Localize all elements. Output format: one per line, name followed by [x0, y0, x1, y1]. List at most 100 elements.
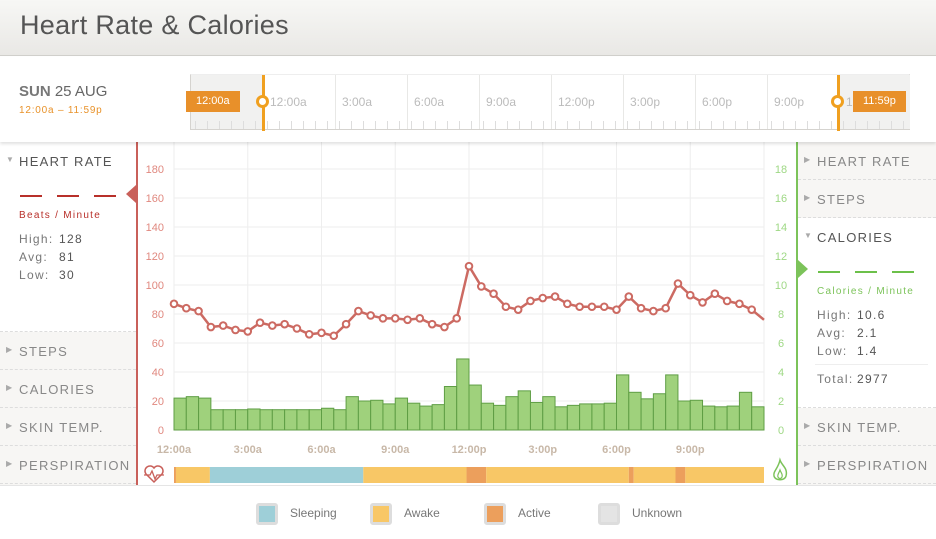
heart-rate-point[interactable]: [563, 299, 572, 309]
heart-rate-point[interactable]: [538, 293, 548, 303]
calorie-bar[interactable]: [259, 409, 273, 431]
calorie-bar[interactable]: [308, 409, 322, 431]
calorie-bar[interactable]: [517, 390, 531, 431]
heart-rate-point[interactable]: [304, 330, 314, 339]
calorie-bar[interactable]: [394, 397, 409, 431]
heart-rate-point[interactable]: [624, 292, 634, 301]
heart-rate-point[interactable]: [587, 302, 597, 312]
calorie-bar[interactable]: [640, 398, 654, 431]
heart-rate-point[interactable]: [354, 306, 363, 316]
section-skin-temp[interactable]: ▶ SKIN TEMP.: [798, 408, 936, 446]
section-calories[interactable]: ▼ CALORIES Calories / Minute High: 10.6 Avg: 2…: [798, 218, 936, 408]
heart-rate-point[interactable]: [268, 321, 277, 330]
heart-rate-point[interactable]: [575, 302, 584, 312]
calorie-bar[interactable]: [542, 396, 556, 431]
calorie-bar[interactable]: [321, 407, 335, 431]
heart-rate-point[interactable]: [218, 321, 228, 330]
heart-rate-point[interactable]: [378, 314, 388, 323]
heart-rate-point[interactable]: [698, 298, 707, 307]
calorie-bar[interactable]: [616, 374, 630, 431]
heart-rate-point[interactable]: [735, 299, 744, 309]
calorie-bar[interactable]: [738, 391, 753, 431]
calorie-bar[interactable]: [628, 391, 642, 431]
calorie-bar[interactable]: [579, 403, 593, 431]
section-heart-rate[interactable]: ▶ HEART RATE: [798, 142, 936, 180]
calorie-bar[interactable]: [345, 396, 359, 431]
heart-rate-point[interactable]: [341, 319, 351, 329]
heart-rate-point[interactable]: [489, 289, 498, 298]
heart-rate-point[interactable]: [599, 302, 609, 312]
calorie-bar[interactable]: [357, 400, 372, 431]
calorie-bar[interactable]: [370, 399, 384, 431]
heart-rate-point[interactable]: [169, 299, 179, 309]
calorie-bar[interactable]: [603, 402, 618, 431]
calorie-bar[interactable]: [493, 404, 507, 431]
heart-rate-point[interactable]: [280, 319, 289, 329]
heart-rate-point[interactable]: [255, 318, 265, 327]
calorie-bar[interactable]: [702, 405, 716, 431]
heart-rate-point[interactable]: [476, 282, 486, 291]
heart-rate-point[interactable]: [440, 322, 449, 332]
heart-rate-point[interactable]: [427, 319, 437, 329]
calorie-bar[interactable]: [333, 409, 347, 431]
heart-rate-point[interactable]: [710, 289, 720, 298]
heart-rate-point[interactable]: [231, 325, 240, 335]
calorie-bar[interactable]: [431, 404, 445, 431]
start-knob[interactable]: [256, 95, 269, 108]
section-steps[interactable]: ▶ STEPS: [798, 180, 936, 218]
section-calories[interactable]: ▶ CALORIES: [0, 370, 136, 408]
calorie-bar[interactable]: [665, 374, 679, 431]
calorie-bar[interactable]: [652, 393, 667, 431]
heart-rate-point[interactable]: [612, 305, 621, 314]
calorie-bar[interactable]: [505, 396, 519, 431]
calorie-bar[interactable]: [296, 409, 310, 431]
end-knob[interactable]: [831, 95, 844, 108]
heart-rate-point[interactable]: [317, 328, 326, 338]
heart-rate-point[interactable]: [636, 303, 646, 313]
heart-rate-point[interactable]: [722, 296, 732, 306]
calorie-bar[interactable]: [689, 399, 704, 431]
heart-rate-point[interactable]: [513, 305, 523, 314]
calorie-bar[interactable]: [222, 409, 236, 431]
heart-rate-point[interactable]: [292, 324, 302, 333]
calorie-bar[interactable]: [407, 402, 421, 431]
calorie-bar[interactable]: [529, 401, 544, 431]
calorie-bar[interactable]: [419, 405, 433, 431]
end-time-flag[interactable]: 11:59p: [853, 91, 906, 112]
heart-rate-point[interactable]: [329, 331, 339, 341]
heart-rate-point[interactable]: [206, 322, 216, 332]
heart-rate-point[interactable]: [526, 296, 535, 306]
calorie-bar[interactable]: [271, 409, 286, 431]
heart-rate-point[interactable]: [194, 306, 203, 316]
calorie-bar[interactable]: [480, 402, 495, 431]
calorie-bar[interactable]: [247, 408, 261, 431]
heart-rate-point[interactable]: [452, 314, 462, 323]
calorie-bar[interactable]: [726, 405, 740, 431]
heart-rate-point[interactable]: [464, 261, 474, 271]
calorie-bar[interactable]: [468, 384, 482, 431]
calorie-bar[interactable]: [456, 358, 470, 431]
timeline-scrubber[interactable]: 12:00a 3:00a 6:00a 9:00a 12:00p 3:00p 6:00p 9:0…: [186, 74, 910, 131]
calorie-bar[interactable]: [714, 406, 728, 431]
calorie-bar[interactable]: [554, 406, 568, 431]
calorie-bar[interactable]: [173, 397, 187, 431]
calorie-bar[interactable]: [234, 409, 249, 431]
heart-rate-point[interactable]: [661, 303, 670, 313]
heart-rate-point[interactable]: [501, 302, 511, 312]
heart-rate-point[interactable]: [649, 306, 658, 316]
heart-rate-point[interactable]: [550, 292, 560, 301]
heart-rate-point[interactable]: [747, 305, 757, 314]
calorie-bar[interactable]: [443, 386, 458, 431]
calorie-bar[interactable]: [185, 396, 200, 431]
calorie-bar[interactable]: [284, 409, 298, 431]
heart-rate-point[interactable]: [403, 315, 412, 325]
calorie-bar[interactable]: [198, 397, 212, 431]
section-perspiration[interactable]: ▶ PERSPIRATION: [0, 446, 136, 484]
heart-rate-point[interactable]: [390, 314, 400, 323]
calorie-bar[interactable]: [677, 400, 691, 431]
heart-rate-point[interactable]: [415, 314, 425, 323]
start-time-flag[interactable]: 12:00a: [186, 91, 240, 112]
heart-rate-point[interactable]: [366, 311, 375, 320]
heart-rate-point[interactable]: [243, 327, 253, 336]
section-steps[interactable]: ▶ STEPS: [0, 332, 136, 370]
